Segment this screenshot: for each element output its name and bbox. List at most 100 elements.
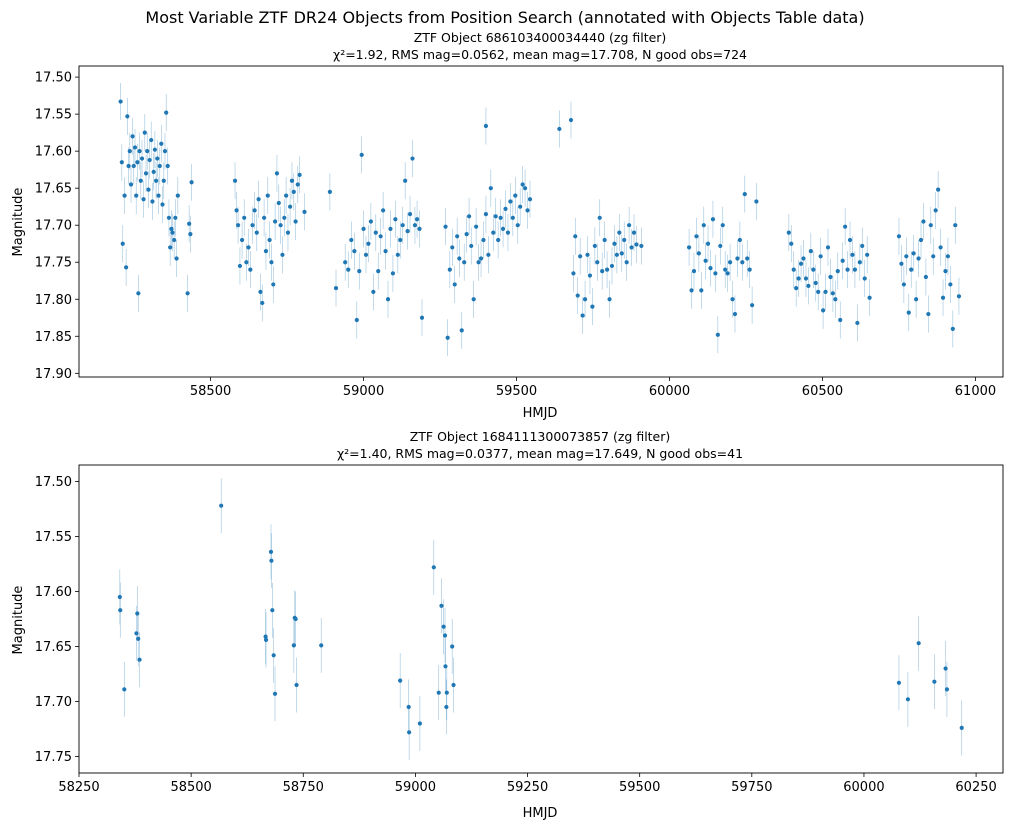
bottom-panel-title: ZTF Object 1684111300073857 (zg filter): [410, 429, 671, 444]
x-tick-label: 60000: [649, 384, 690, 399]
data-point: [294, 682, 299, 688]
data-point: [143, 171, 149, 176]
data-point: [899, 261, 904, 266]
data-point: [852, 267, 858, 272]
data-point: [273, 219, 278, 224]
data-point: [808, 249, 813, 254]
data-point: [928, 223, 933, 228]
data-point: [242, 215, 247, 220]
data-point: [244, 260, 249, 265]
bottom-panel-points: [117, 478, 964, 760]
data-point: [436, 690, 441, 695]
data-point: [124, 265, 129, 270]
data-point: [483, 211, 489, 217]
data-point: [926, 311, 931, 317]
data-point: [525, 208, 530, 213]
data-point: [376, 269, 381, 274]
data-point: [161, 178, 166, 183]
data-point: [278, 223, 283, 228]
x-tick-label: 59000: [395, 780, 436, 795]
data-point: [254, 230, 259, 235]
top-panel-ticks: 58500 59000 59500 60000 60500 61000 17.50 17.55…: [35, 71, 996, 399]
data-point: [931, 254, 936, 259]
data-point: [948, 282, 953, 287]
y-tick-label: 17.80: [35, 293, 72, 308]
data-point: [118, 99, 123, 104]
data-point: [742, 192, 747, 197]
data-point: [398, 237, 403, 243]
data-point: [189, 180, 194, 185]
data-point: [631, 230, 637, 235]
data-point: [614, 252, 619, 257]
data-point: [905, 697, 911, 702]
data-point: [811, 267, 816, 272]
data-point: [126, 163, 131, 169]
data-point: [151, 169, 156, 174]
data-point: [820, 308, 826, 313]
data-point: [622, 237, 627, 243]
data-point: [361, 226, 366, 232]
data-point: [896, 680, 902, 685]
data-point: [607, 297, 612, 302]
data-point: [830, 291, 835, 296]
data-point: [400, 223, 405, 228]
data-point: [835, 269, 840, 274]
y-tick-label: 17.50: [35, 475, 72, 490]
data-point: [444, 690, 449, 695]
data-point: [627, 223, 632, 228]
bottom-panel-subtitle: χ²=1.40, RMS mag=0.0377, mean mag=17.649…: [337, 446, 743, 461]
data-point: [284, 193, 289, 198]
data-point: [845, 267, 850, 272]
data-point: [450, 644, 455, 649]
data-point: [617, 230, 622, 235]
y-tick-label: 17.75: [35, 256, 72, 271]
data-point: [147, 157, 152, 163]
top-panel-axes-frame: [78, 65, 1004, 378]
data-point: [443, 664, 448, 669]
data-point: [806, 283, 811, 289]
data-point: [154, 178, 159, 183]
data-point: [500, 226, 506, 232]
data-point: [395, 252, 400, 257]
data-point: [117, 594, 122, 600]
data-point: [130, 134, 135, 139]
data-point: [327, 189, 332, 194]
data-point: [590, 304, 595, 309]
data-point: [600, 269, 605, 274]
data-point: [393, 217, 398, 222]
x-tick-label: 58500: [170, 780, 211, 795]
data-point: [786, 230, 791, 235]
data-point: [503, 206, 508, 212]
y-tick-label: 17.60: [35, 145, 72, 160]
data-point: [936, 187, 941, 192]
data-point: [405, 229, 410, 234]
data-point: [857, 260, 862, 265]
bottom-light-curve-panel: ZTF Object 1684111300073857 (zg filter) …: [11, 429, 1004, 821]
data-point: [705, 241, 711, 246]
data-point: [125, 114, 130, 119]
data-point: [587, 273, 593, 278]
data-point: [612, 241, 617, 246]
data-point: [378, 234, 383, 239]
data-point: [896, 234, 902, 239]
data-point: [629, 245, 634, 250]
data-point: [522, 186, 528, 191]
data-point: [282, 215, 287, 220]
data-point: [483, 123, 489, 129]
data-point: [527, 197, 533, 202]
data-point: [175, 193, 180, 198]
data-point: [944, 687, 950, 692]
x-tick-label: 59500: [619, 780, 660, 795]
data-point: [441, 624, 446, 629]
y-tick-label: 17.65: [35, 182, 72, 197]
data-point: [383, 249, 388, 254]
data-point: [571, 271, 576, 276]
data-point: [701, 223, 706, 228]
y-tick-label: 17.70: [35, 695, 72, 710]
data-point: [119, 160, 124, 165]
data-point: [909, 267, 914, 272]
data-point: [624, 260, 629, 265]
data-point: [703, 258, 708, 263]
data-point: [188, 231, 193, 237]
